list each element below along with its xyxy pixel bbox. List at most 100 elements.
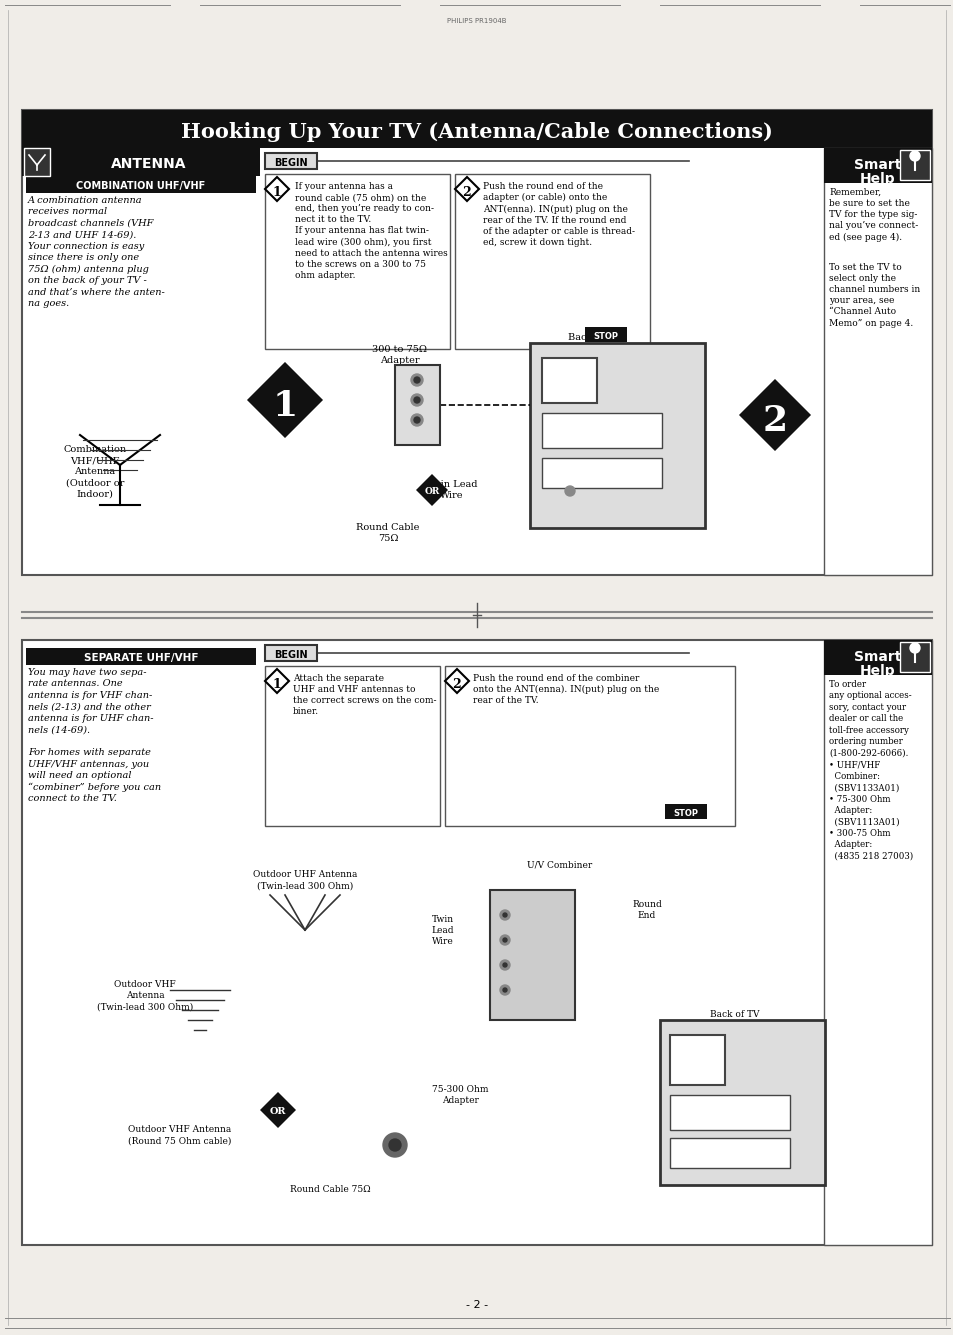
Bar (823, 639, 931, 1246)
Text: A combination antenna
receives normal
broadcast channels (VHF
2-13 and UHF 14-69: A combination antenna receives normal br… (28, 196, 165, 308)
Circle shape (411, 414, 422, 426)
Circle shape (564, 486, 575, 497)
Circle shape (502, 988, 506, 992)
Text: PHILIPS PR1904B: PHILIPS PR1904B (447, 17, 506, 24)
Bar (490, 890, 575, 1020)
Polygon shape (444, 669, 469, 693)
Text: OR: OR (270, 1108, 286, 1116)
Bar (22, 148, 260, 176)
Bar (541, 358, 597, 403)
Circle shape (499, 910, 510, 920)
Text: STOP: STOP (593, 332, 618, 340)
Circle shape (909, 643, 919, 653)
Text: Combination
VHF/UHF
Antenna
(Outdoor or
Indoor): Combination VHF/UHF Antenna (Outdoor or … (63, 445, 127, 498)
Text: Push the round end of the
adapter (or cable) onto the
ANT(enna). IN(put) plug on: Push the round end of the adapter (or ca… (482, 182, 635, 247)
Bar (26, 647, 255, 665)
Text: 300 to 75Ω
Adapter: 300 to 75Ω Adapter (372, 344, 427, 364)
Bar (22, 109, 931, 575)
Text: Round Cable
75Ω: Round Cable 75Ω (355, 523, 419, 543)
Text: Help: Help (860, 663, 895, 678)
Bar (669, 1035, 724, 1085)
Bar (669, 1095, 789, 1129)
Text: Outdoor UHF Antenna
(Twin-lead 300 Ohm): Outdoor UHF Antenna (Twin-lead 300 Ohm) (253, 870, 356, 890)
Text: SEPARATE UHF/VHF: SEPARATE UHF/VHF (84, 654, 198, 663)
Text: OR: OR (424, 487, 439, 497)
Polygon shape (265, 669, 289, 693)
Bar (455, 174, 649, 348)
Text: Remember,
be sure to set the
TV for the type sig-
nal you’ve connect-
ed (see pa: Remember, be sure to set the TV for the … (828, 188, 918, 242)
Text: 1: 1 (273, 186, 281, 199)
Polygon shape (455, 178, 478, 202)
Text: Hooking Up Your TV (Antenna/Cable Connections): Hooking Up Your TV (Antenna/Cable Connec… (181, 121, 772, 142)
Circle shape (499, 960, 510, 971)
Text: 1: 1 (273, 388, 297, 423)
Circle shape (502, 963, 506, 967)
Text: BEGIN: BEGIN (274, 158, 308, 168)
Circle shape (414, 376, 419, 383)
Bar (24, 148, 50, 176)
Circle shape (411, 374, 422, 386)
Polygon shape (416, 474, 448, 506)
Bar (664, 804, 706, 818)
Text: Round
End: Round End (632, 900, 661, 920)
Polygon shape (265, 178, 289, 202)
Circle shape (382, 1133, 407, 1157)
Text: To order
any optional acces-
sory, contact your
dealer or call the
toll-free acc: To order any optional acces- sory, conta… (828, 680, 912, 861)
Polygon shape (737, 376, 812, 453)
Text: Round Cable 75Ω: Round Cable 75Ω (290, 1185, 370, 1193)
Circle shape (414, 417, 419, 423)
Circle shape (502, 913, 506, 917)
Bar (823, 148, 931, 183)
Bar (26, 176, 255, 194)
Bar (265, 666, 439, 826)
Text: Back of TV: Back of TV (568, 332, 621, 342)
Text: 75-300 Ohm
Adapter: 75-300 Ohm Adapter (432, 1085, 488, 1105)
Text: If your antenna has a
round cable (75 ohm) on the
end, then you’re ready to con-: If your antenna has a round cable (75 oh… (294, 182, 447, 280)
Polygon shape (245, 360, 325, 441)
Bar (265, 645, 316, 661)
Text: 2: 2 (452, 677, 461, 690)
Bar (899, 150, 929, 180)
Text: Back of TV: Back of TV (709, 1011, 759, 1019)
Circle shape (499, 985, 510, 995)
Circle shape (389, 1139, 400, 1151)
Text: 2: 2 (761, 405, 787, 438)
Bar (444, 666, 734, 826)
Bar (823, 639, 931, 676)
Text: Help: Help (860, 172, 895, 186)
Bar (669, 1137, 789, 1168)
Text: Smart: Smart (854, 650, 901, 663)
Text: ANTENNA: ANTENNA (112, 158, 187, 171)
Bar (541, 458, 661, 489)
Bar (22, 109, 931, 148)
Text: BEGIN: BEGIN (274, 650, 308, 659)
Circle shape (414, 396, 419, 403)
Circle shape (502, 939, 506, 943)
Text: Outdoor VHF Antenna
(Round 75 Ohm cable): Outdoor VHF Antenna (Round 75 Ohm cable) (128, 1125, 232, 1145)
Bar (22, 639, 931, 1246)
Text: Twin
Lead
Wire: Twin Lead Wire (432, 914, 454, 947)
Text: 2: 2 (462, 186, 471, 199)
Text: 1: 1 (273, 677, 281, 690)
Bar (823, 148, 931, 575)
Bar (530, 343, 704, 529)
Bar (584, 327, 626, 342)
Text: Twin Lead
Wire: Twin Lead Wire (426, 481, 477, 501)
Circle shape (909, 151, 919, 162)
Bar (265, 174, 450, 348)
Text: Outdoor VHF
Antenna
(Twin-lead 300 Ohm): Outdoor VHF Antenna (Twin-lead 300 Ohm) (97, 980, 193, 1011)
Text: To set the TV to
select only the
channel numbers in
your area, see
“Channel Auto: To set the TV to select only the channel… (828, 263, 920, 327)
Text: - 2 -: - 2 - (465, 1300, 488, 1310)
Text: Push the round end of the combiner
onto the ANT(enna). IN(put) plug on the
rear : Push the round end of the combiner onto … (473, 674, 659, 705)
Bar (265, 154, 316, 170)
Bar (659, 1020, 824, 1185)
Bar (541, 413, 661, 449)
Text: U/V Combiner: U/V Combiner (527, 860, 592, 869)
Circle shape (411, 394, 422, 406)
Text: STOP: STOP (673, 809, 698, 818)
Text: You may have two sepa-
rate antennas. One
antenna is for VHF chan-
nels (2-13) a: You may have two sepa- rate antennas. On… (28, 668, 161, 804)
Bar (395, 364, 439, 445)
Text: COMBINATION UHF/VHF: COMBINATION UHF/VHF (76, 182, 206, 191)
Text: Attach the separate
UHF and VHF antennas to
the correct screws on the com-
biner: Attach the separate UHF and VHF antennas… (293, 674, 436, 717)
Text: Smart: Smart (854, 158, 901, 172)
